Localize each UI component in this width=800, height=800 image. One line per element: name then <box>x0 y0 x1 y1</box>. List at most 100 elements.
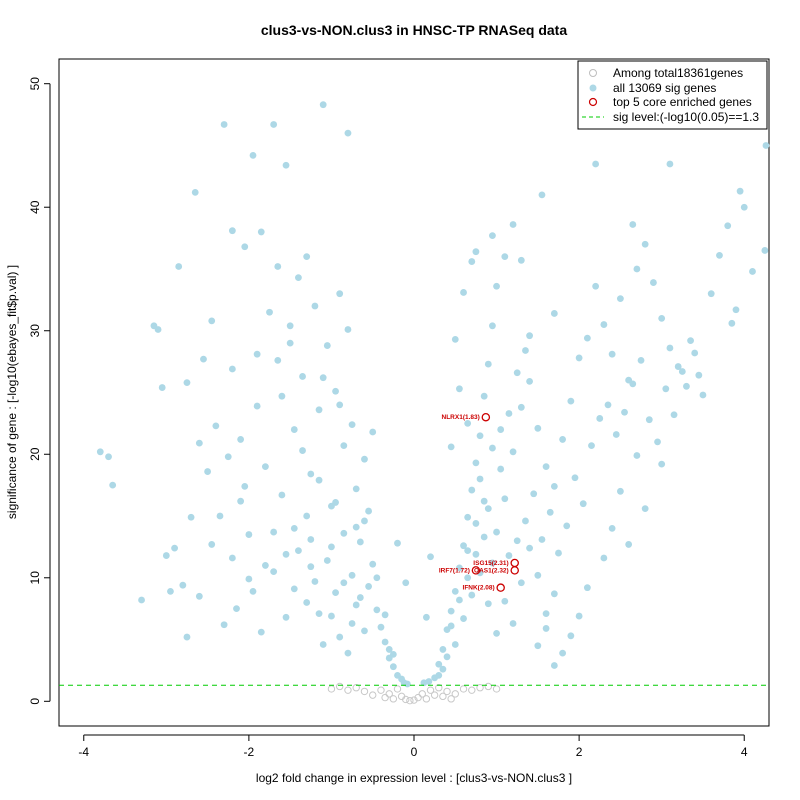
sig-point-176 <box>699 391 707 399</box>
sig-point-236 <box>670 411 678 419</box>
sig-point-194 <box>658 460 666 468</box>
sig-point-106 <box>328 543 335 551</box>
highlight-point-4 <box>496 583 505 592</box>
sig-point-265 <box>183 633 191 641</box>
sig-point-149 <box>476 475 484 483</box>
sig-point-87 <box>361 455 368 463</box>
sig-point-40 <box>286 322 294 330</box>
highlighted-genes: NLRX1(1.83) ISG15(2.31)IRF7(1.72) OAS1(2.3… <box>439 412 519 592</box>
sig-point-1 <box>105 453 112 461</box>
sig-point-73 <box>328 612 335 620</box>
sig-point-144 <box>472 248 480 256</box>
sig-point-184 <box>762 142 770 149</box>
sig-point-208 <box>493 629 500 637</box>
sig-point-115 <box>332 589 339 596</box>
sig-point-202 <box>542 610 550 617</box>
sig-point-254 <box>480 497 488 505</box>
sig-point-2 <box>109 481 117 489</box>
sig-point-139 <box>538 191 546 199</box>
sig-point-104 <box>228 554 236 562</box>
sig-point-64 <box>233 605 240 613</box>
sig-point-135 <box>501 253 509 261</box>
sig-point-251 <box>513 369 521 377</box>
sig-point-51 <box>352 485 360 493</box>
sig-point-96 <box>286 339 294 347</box>
sig-point-54 <box>365 583 372 590</box>
sig-point-238 <box>687 337 694 345</box>
sig-point-242 <box>489 559 496 567</box>
sig-point-229 <box>612 431 620 438</box>
sig-point-66 <box>257 628 265 636</box>
highlight-point-2 <box>471 566 481 575</box>
sig-point-77 <box>278 491 286 499</box>
sig-point-65 <box>249 587 257 595</box>
sig-point-158 <box>550 482 558 490</box>
nonsig-point-24 <box>344 686 352 694</box>
sig-point-101 <box>261 562 269 569</box>
sig-point-226 <box>588 442 595 450</box>
sig-point-56 <box>373 606 381 614</box>
nonsig-point-13 <box>422 695 431 703</box>
sig-point-152 <box>501 495 509 503</box>
sig-point-206 <box>509 620 517 627</box>
legend-marker-top <box>588 97 598 107</box>
sig-point-68 <box>282 613 290 621</box>
sig-point-103 <box>237 497 245 505</box>
nonsig-point-23 <box>352 684 360 692</box>
y-tick-label-0: 0 <box>28 698 42 705</box>
sig-point-111 <box>385 646 393 653</box>
chart-title: clus3-vs-NON.clus3 in HNSC-TP RNASeq dat… <box>261 22 567 38</box>
sig-point-17 <box>270 121 278 128</box>
sig-point-225 <box>579 500 587 508</box>
sig-point-175 <box>691 349 699 357</box>
sig-point-269 <box>427 553 434 561</box>
nonsig-point-5 <box>389 695 398 703</box>
sig-point-150 <box>484 505 492 513</box>
sig-point-220 <box>538 536 546 543</box>
sig-point-44 <box>311 302 319 310</box>
highlight-point-0 <box>481 412 491 422</box>
sig-point-36 <box>253 350 261 358</box>
sig-point-148 <box>464 419 472 427</box>
sig-point-166 <box>616 295 624 303</box>
legend-marker-sig <box>589 84 597 92</box>
sig-point-257 <box>534 642 542 650</box>
sig-point-75 <box>344 649 352 657</box>
sig-point-243 <box>480 533 488 541</box>
sig-point-31 <box>212 422 220 430</box>
sig-point-157 <box>542 463 550 471</box>
sig-point-241 <box>513 537 521 545</box>
x-axis-label: log2 fold change in expression level : [… <box>256 771 572 785</box>
sig-point-237 <box>678 368 686 375</box>
sig-point-93 <box>208 541 216 548</box>
sig-point-43 <box>307 470 315 478</box>
sig-point-130 <box>476 432 484 440</box>
sig-point-231 <box>629 380 637 388</box>
sig-point-86 <box>356 594 364 601</box>
gene-label-2: IRF7(1.72) <box>439 567 470 574</box>
sig-point-266 <box>394 539 401 547</box>
sig-point-12 <box>220 121 228 128</box>
sig-point-53 <box>361 517 368 525</box>
sig-point-187 <box>629 221 637 228</box>
nonsig-point-0 <box>360 687 369 696</box>
sig-point-110 <box>381 611 389 619</box>
sig-point-228 <box>604 401 612 409</box>
sig-point-219 <box>530 490 538 498</box>
sig-point-83 <box>332 499 339 506</box>
sig-point-132 <box>484 360 492 368</box>
sig-point-198 <box>575 612 583 620</box>
sig-point-118 <box>290 585 298 593</box>
sig-point-7 <box>175 263 183 270</box>
sig-point-4 <box>150 322 158 330</box>
sig-point-182 <box>749 268 756 275</box>
gene-label-4: IFNK(2.08) <box>463 585 495 592</box>
sig-point-171 <box>658 314 666 322</box>
sig-point-99 <box>344 326 352 333</box>
x-tick-label-3: 2 <box>576 745 583 759</box>
sig-point-170 <box>650 279 657 286</box>
sig-point-123 <box>447 607 455 615</box>
sig-point-112 <box>389 650 397 658</box>
sig-point-200 <box>559 649 567 657</box>
sig-point-60 <box>389 663 397 671</box>
